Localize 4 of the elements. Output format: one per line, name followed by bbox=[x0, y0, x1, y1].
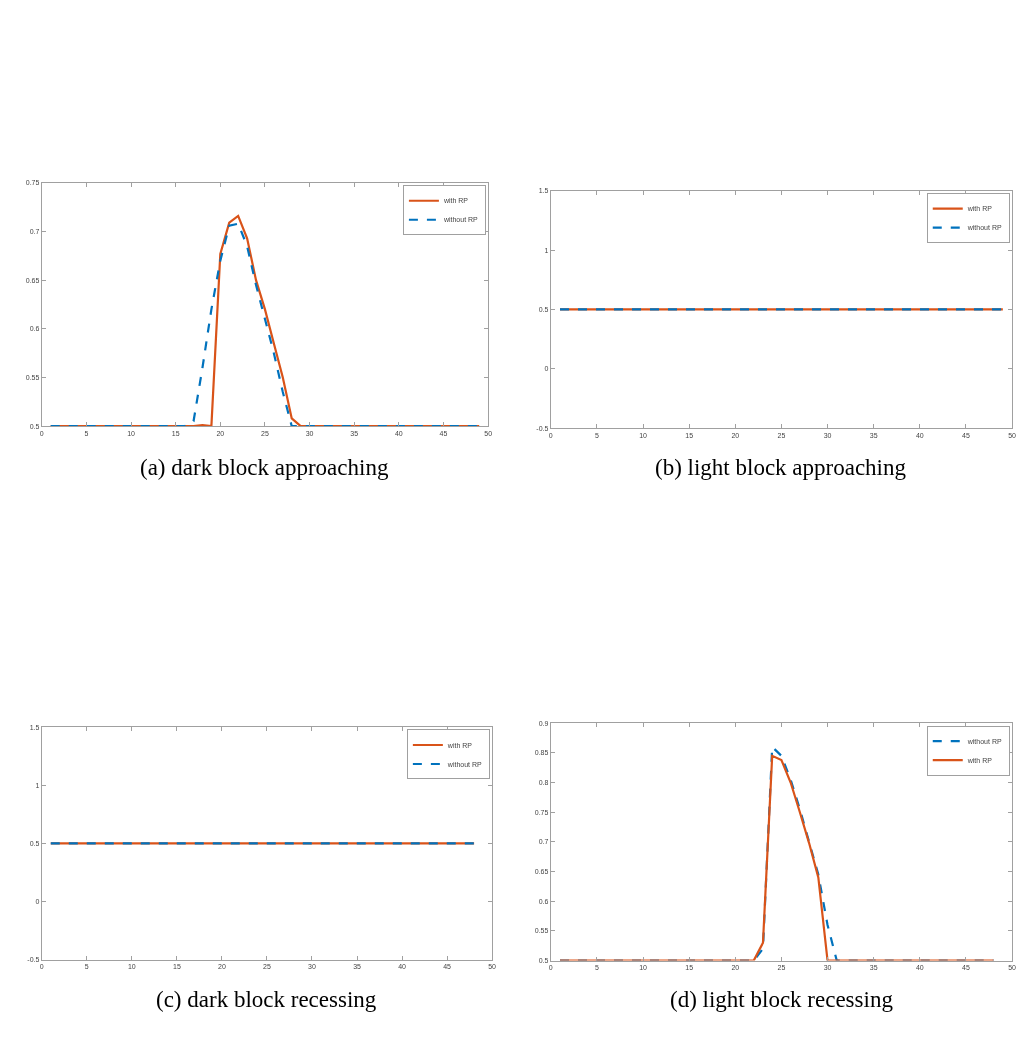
text: (a) dark block approaching bbox=[140, 455, 389, 480]
text: (c) dark block recessing bbox=[156, 987, 377, 1012]
text: (b) light block approaching bbox=[655, 455, 907, 480]
text: (d) light block recessing bbox=[670, 987, 894, 1012]
